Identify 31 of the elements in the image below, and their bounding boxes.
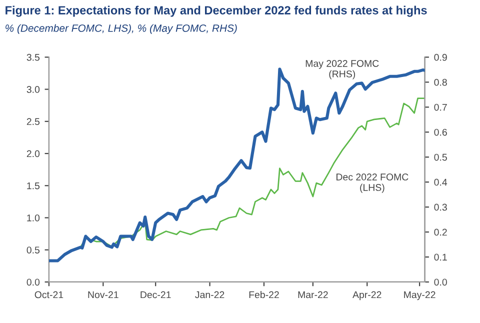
y2-tick-label: 0.6	[434, 128, 447, 136]
y2-tick-label: 0.1	[434, 254, 447, 261]
x-tick-label: May-22	[404, 291, 436, 300]
y-tick-label: 0.0	[26, 278, 40, 286]
y-tick-label: 2.5	[26, 118, 40, 126]
annotation: Dec 2022 FOMC (LHS)	[336, 174, 408, 193]
chart-title: Figure 1: Expectations for May and December 2022 fed funds rates at highs	[6, 6, 427, 17]
x-tick-label: Nov-21	[88, 291, 118, 298]
y-tick-label: 2.0	[26, 150, 40, 158]
x-tick-label: Jan-22	[195, 291, 224, 298]
y2-tick-label: 0.0	[434, 278, 447, 286]
y2-tick-label: 0.2	[434, 228, 447, 236]
x-tick-label: Oct-21	[34, 291, 64, 298]
x-tick-label: Dec-21	[140, 291, 171, 298]
y-tick-label: 3.0	[26, 86, 40, 93]
x-tick-label: Feb-22	[249, 291, 279, 298]
y2-tick-label: 0.5	[434, 154, 447, 161]
y2-tick-label: 0.8	[434, 78, 447, 86]
x-tick-label: Apr-22	[352, 291, 382, 300]
y2-tick-label: 0.3	[434, 204, 447, 211]
y-tick-label: 0.5	[26, 246, 40, 254]
x-tick-label: Mar-22	[298, 291, 328, 298]
y-tick-label: 1.5	[27, 182, 40, 190]
y-tick-label: 1.0	[27, 214, 40, 222]
y-tick-label: 3.5	[26, 54, 40, 61]
y2-tick-label: 0.4	[434, 178, 448, 186]
annotation: May 2022 FOMC (RHS)	[306, 60, 379, 80]
y2-tick-label: 0.7	[434, 104, 447, 111]
y2-tick-label: 0.9	[434, 54, 447, 61]
chart-subtitle: % (December FOMC, LHS), % (May FOMC, RHS)	[6, 24, 237, 34]
line-series	[48, 68, 425, 262]
